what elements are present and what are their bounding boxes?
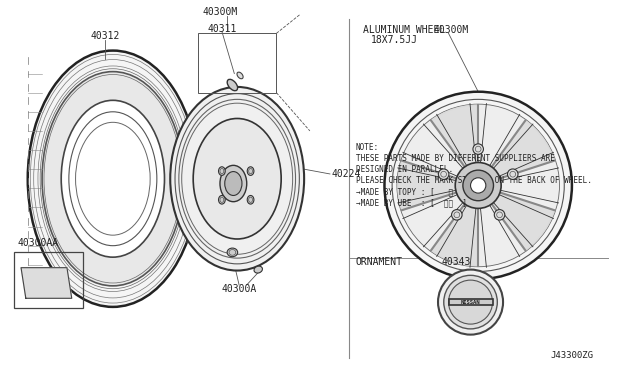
Ellipse shape xyxy=(28,51,198,307)
Text: 40343: 40343 xyxy=(442,257,471,267)
Ellipse shape xyxy=(42,72,184,286)
Circle shape xyxy=(494,209,505,220)
Bar xyxy=(14,252,83,308)
Bar xyxy=(198,33,276,93)
Circle shape xyxy=(385,92,572,279)
Text: DESIGNED IN PARALLEL.: DESIGNED IN PARALLEL. xyxy=(356,165,453,174)
Text: 40300AA: 40300AA xyxy=(17,238,58,248)
Circle shape xyxy=(508,169,518,179)
Text: 40224: 40224 xyxy=(332,169,361,179)
Ellipse shape xyxy=(227,248,237,257)
Text: NISSAN: NISSAN xyxy=(461,299,480,305)
Text: →MADE BY TOPY : [   Ⅱ   ]: →MADE BY TOPY : [ Ⅱ ] xyxy=(356,187,472,196)
Text: THESE PARTS MADE BY DIFFERENT SUPPLIERS ARE: THESE PARTS MADE BY DIFFERENT SUPPLIERS … xyxy=(356,154,555,163)
Ellipse shape xyxy=(220,165,247,202)
Polygon shape xyxy=(21,268,72,298)
Polygon shape xyxy=(492,121,555,178)
Text: 40300M: 40300M xyxy=(203,7,238,17)
Text: ALUMINUM WHEEL: ALUMINUM WHEEL xyxy=(364,26,445,35)
Text: NOTE:: NOTE: xyxy=(356,143,379,153)
Circle shape xyxy=(452,209,462,220)
Circle shape xyxy=(444,275,497,329)
Text: J43300ZG: J43300ZG xyxy=(550,351,593,360)
Ellipse shape xyxy=(225,171,242,195)
Circle shape xyxy=(449,280,493,324)
Text: 40300M: 40300M xyxy=(433,26,468,35)
Ellipse shape xyxy=(237,72,243,79)
Text: PLEASE CHECK THE MARK STAMPED ON THE BACK OF WHEEL.: PLEASE CHECK THE MARK STAMPED ON THE BAC… xyxy=(356,176,591,185)
Polygon shape xyxy=(431,105,478,167)
Ellipse shape xyxy=(227,79,237,91)
Circle shape xyxy=(470,178,486,193)
Circle shape xyxy=(438,270,503,335)
Polygon shape xyxy=(492,193,555,250)
Circle shape xyxy=(455,163,501,208)
Text: 18X7.5JJ: 18X7.5JJ xyxy=(371,35,418,45)
Ellipse shape xyxy=(247,167,254,175)
Ellipse shape xyxy=(218,195,225,204)
Ellipse shape xyxy=(247,195,254,204)
Ellipse shape xyxy=(193,119,281,239)
Text: ORNAMENT: ORNAMENT xyxy=(356,257,403,267)
Ellipse shape xyxy=(254,266,262,273)
Text: 40311: 40311 xyxy=(207,23,237,33)
Text: 40300A: 40300A xyxy=(221,284,257,294)
Circle shape xyxy=(397,104,559,267)
Text: 40312: 40312 xyxy=(90,31,120,41)
Ellipse shape xyxy=(61,100,164,257)
Ellipse shape xyxy=(170,87,304,270)
Circle shape xyxy=(473,144,483,154)
Ellipse shape xyxy=(218,167,225,175)
Text: →MADE BY UBE  : [  山波  ]: →MADE BY UBE : [ 山波 ] xyxy=(356,198,467,207)
Polygon shape xyxy=(431,204,478,266)
Circle shape xyxy=(463,170,493,201)
Bar xyxy=(449,299,493,305)
Circle shape xyxy=(438,169,449,179)
Polygon shape xyxy=(398,161,456,210)
